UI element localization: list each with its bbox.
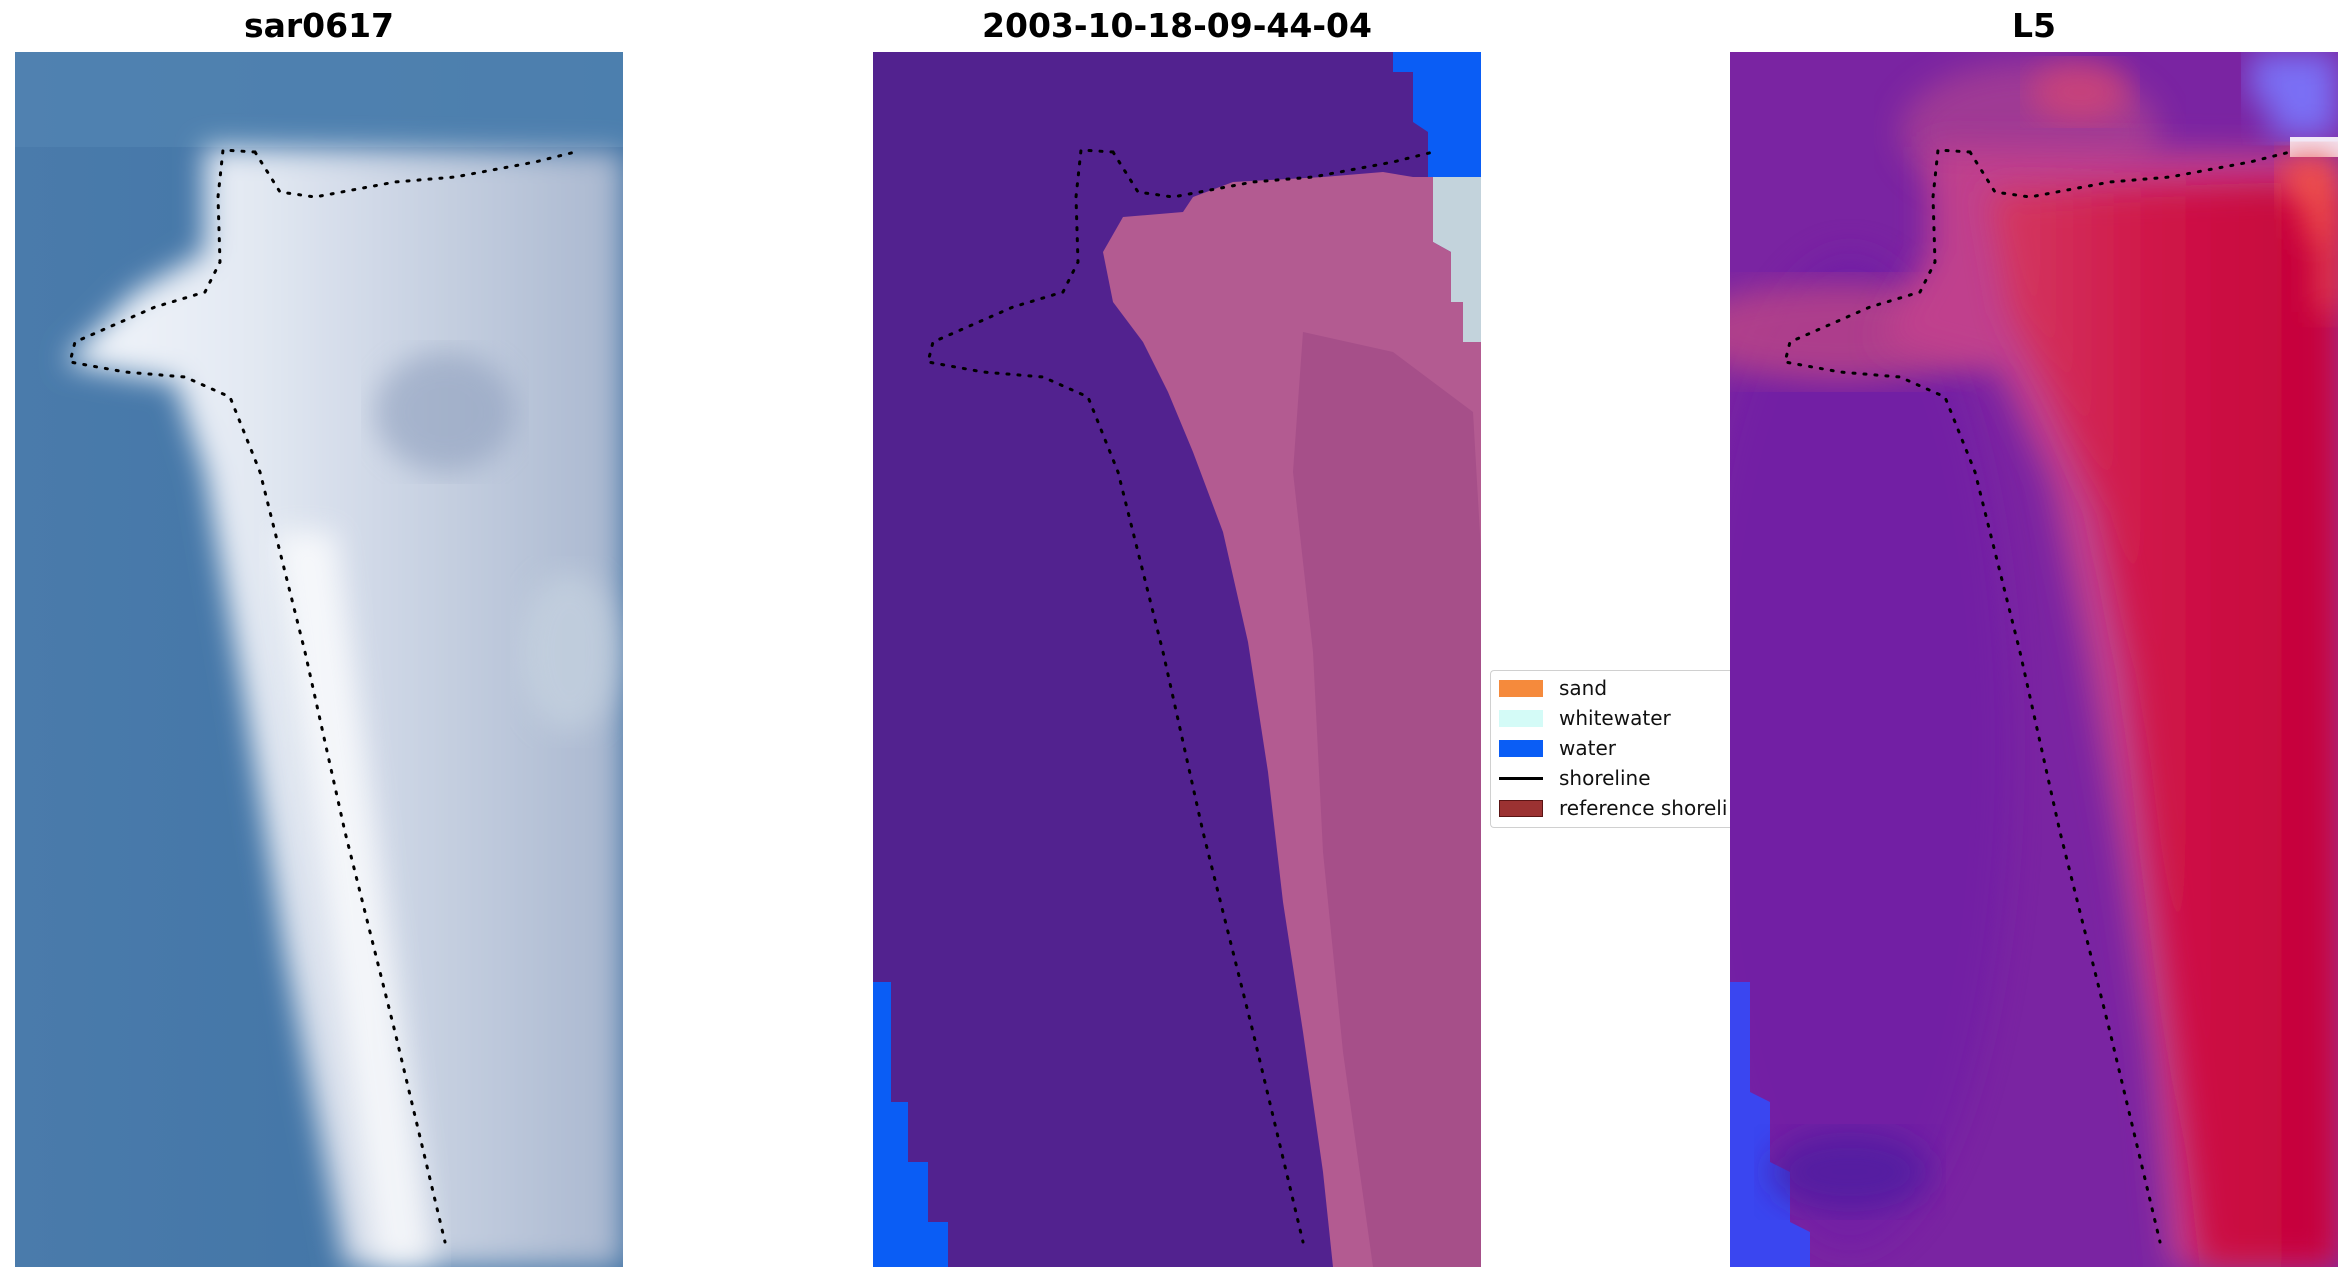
classification-panel	[873, 52, 1481, 1267]
legend-label-whitewater: whitewater	[1559, 706, 1671, 730]
legend-swatch-sand	[1499, 679, 1543, 697]
legend-item-reference-shoreline: reference shoreli	[1499, 796, 1727, 820]
classification-image	[873, 52, 1481, 1267]
legend-item-sand: sand	[1499, 676, 1607, 700]
legend-item-shoreline: shoreline	[1499, 766, 1651, 790]
panel-title-index: L5	[2012, 6, 2056, 45]
legend-label-water: water	[1559, 736, 1616, 760]
rgb-image-panel	[15, 52, 623, 1267]
legend: sand whitewater water shoreline referenc…	[1490, 670, 1730, 828]
legend-label-shoreline: shoreline	[1559, 766, 1651, 790]
panel-title-classification: 2003-10-18-09-44-04	[982, 6, 1372, 45]
legend-label-reference-shoreline: reference shoreli	[1559, 796, 1728, 820]
index-map-image	[1730, 52, 2338, 1267]
legend-swatch-water	[1499, 739, 1543, 757]
legend-swatch-whitewater	[1499, 709, 1543, 727]
rgb-image	[15, 52, 623, 1267]
panel-title-rgb: sar0617	[243, 6, 395, 45]
index-map-panel	[1730, 52, 2338, 1267]
legend-label-sand: sand	[1559, 676, 1608, 700]
legend-item-whitewater: whitewater	[1499, 706, 1671, 730]
legend-swatch-reference-shoreline	[1499, 799, 1543, 817]
legend-line-shoreline	[1499, 776, 1543, 780]
legend-item-water: water	[1499, 736, 1616, 760]
